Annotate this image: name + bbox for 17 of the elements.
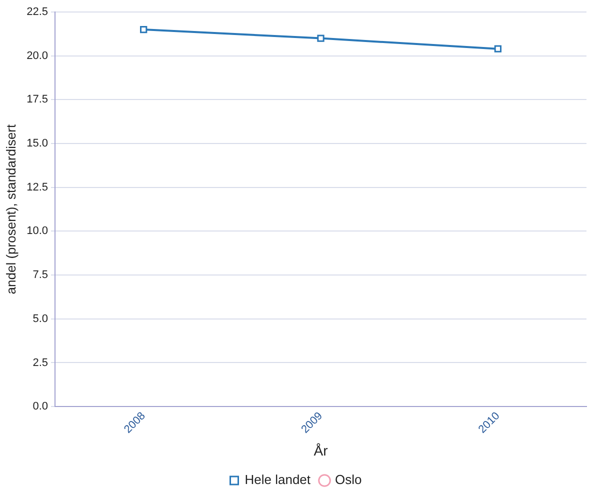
legend-label: Oslo — [335, 472, 362, 488]
y-tick-label: 20.0 — [26, 50, 48, 62]
y-tick-label: 2.5 — [32, 356, 48, 369]
y-tick-label: 15.0 — [26, 138, 48, 150]
y-tick-label: 22.5 — [26, 6, 48, 18]
y-tick-label: 0.0 — [32, 400, 48, 413]
y-tick-label: 7.5 — [32, 269, 48, 282]
legend-label: Hele landet — [244, 472, 311, 488]
y-axis-title: andel (prosent), standardisert — [3, 124, 18, 294]
y-tick-label: 12.5 — [26, 181, 48, 194]
y-tick-label: 17.5 — [26, 94, 48, 106]
point — [494, 45, 502, 52]
x-axis-title: År — [314, 442, 328, 458]
y-tick-label: 10.0 — [26, 225, 48, 238]
point — [317, 34, 324, 42]
y-tick-label: 5.0 — [32, 312, 48, 325]
point — [140, 26, 148, 34]
